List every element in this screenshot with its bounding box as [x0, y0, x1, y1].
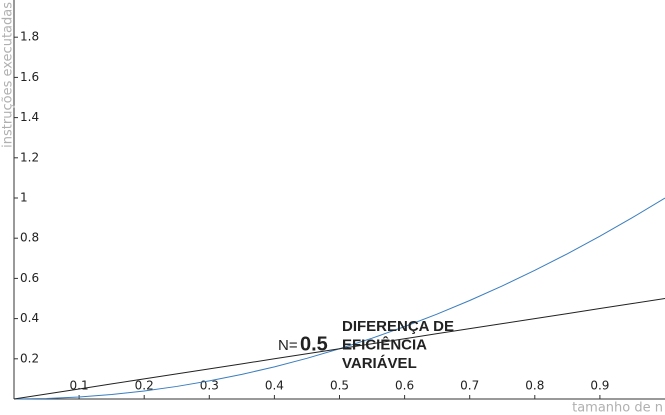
- x-tick-label: 0.2: [135, 379, 154, 393]
- annotation-line: EFICIÊNCIA: [342, 335, 427, 353]
- x-tick-label: 0.7: [460, 379, 479, 393]
- data-line: [13, 298, 665, 400]
- y-axis-label: instruções executadas: [1, 2, 16, 148]
- annotation-prefix: N=: [278, 337, 298, 354]
- data-line: [13, 197, 665, 400]
- annotation-line: VARIÁVEL: [342, 355, 417, 372]
- y-tick-label: 1.4: [20, 110, 39, 124]
- x-tick-label: 0.8: [525, 379, 544, 393]
- y-tick-label: 1: [20, 191, 28, 205]
- x-tick-label: 0.1: [70, 379, 89, 393]
- y-tick-label: 1.8: [20, 30, 39, 44]
- x-tick-label: 0.6: [395, 379, 414, 393]
- y-tick-label: 0.2: [20, 351, 39, 365]
- annotation-value: 0.5: [300, 333, 328, 355]
- y-tick-label: 0.6: [20, 271, 39, 285]
- y-tick-label: 1.6: [20, 70, 39, 84]
- annotation-line: DIFERENÇA DE: [342, 318, 454, 335]
- x-axis-label: tamanho de n: [572, 401, 663, 415]
- y-tick-label: 0.8: [20, 231, 39, 245]
- x-tick-label: 0.5: [330, 379, 349, 393]
- y-tick-label: 0.4: [20, 311, 39, 325]
- x-tick-label: 0.4: [265, 379, 284, 393]
- y-tick-label: 1.2: [20, 150, 39, 164]
- x-tick-label: 0.9: [590, 379, 609, 393]
